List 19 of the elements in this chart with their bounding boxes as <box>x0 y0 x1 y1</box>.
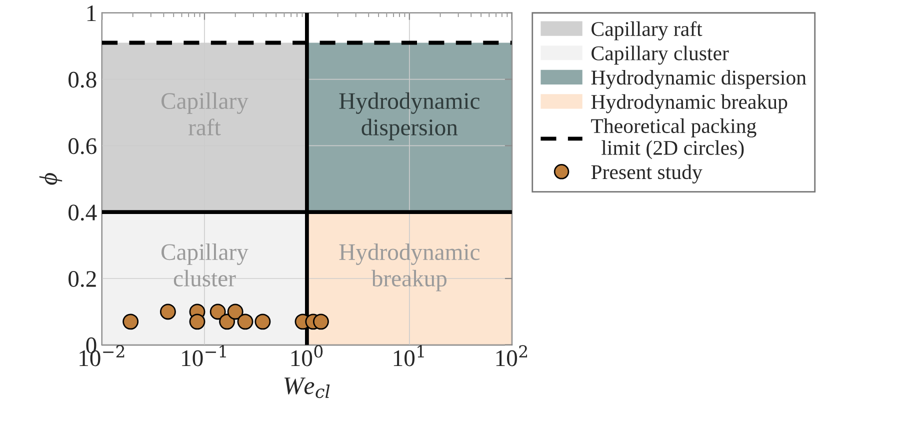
y-tick-label: 0.6 <box>68 138 96 154</box>
x-tick-label: 10$^{−1}$ <box>182 345 226 366</box>
y-tick-label: 0.4 <box>68 204 97 221</box>
y-tick-label: 1 <box>87 5 96 22</box>
y-tick-label: 0.8 <box>68 72 96 88</box>
annotation: Capillary cluster <box>162 243 248 287</box>
legend-label: Theoretical packing limit (2D circles) <box>591 118 756 160</box>
legend-label: Hydrodynamic breakup <box>591 94 788 114</box>
annotation: Hydrodynamic breakup <box>339 243 480 292</box>
x-tick-label: 10$^{2}$ <box>496 345 528 366</box>
x-axis-title: We$_{cl}$ <box>284 378 330 398</box>
legend-label: Capillary raft <box>592 21 702 40</box>
x-tick-label: 10$^{1}$ <box>394 345 424 366</box>
legend-label: Hydrodynamic dispersion <box>591 70 806 89</box>
legend-label: Capillary cluster <box>592 46 729 65</box>
x-tick-label: 10$^{0}$ <box>291 345 323 366</box>
legend-label: Present study <box>591 164 702 184</box>
y-axis-title: ϕ <box>39 173 62 185</box>
y-tick-label: 0.2 <box>68 270 96 288</box>
